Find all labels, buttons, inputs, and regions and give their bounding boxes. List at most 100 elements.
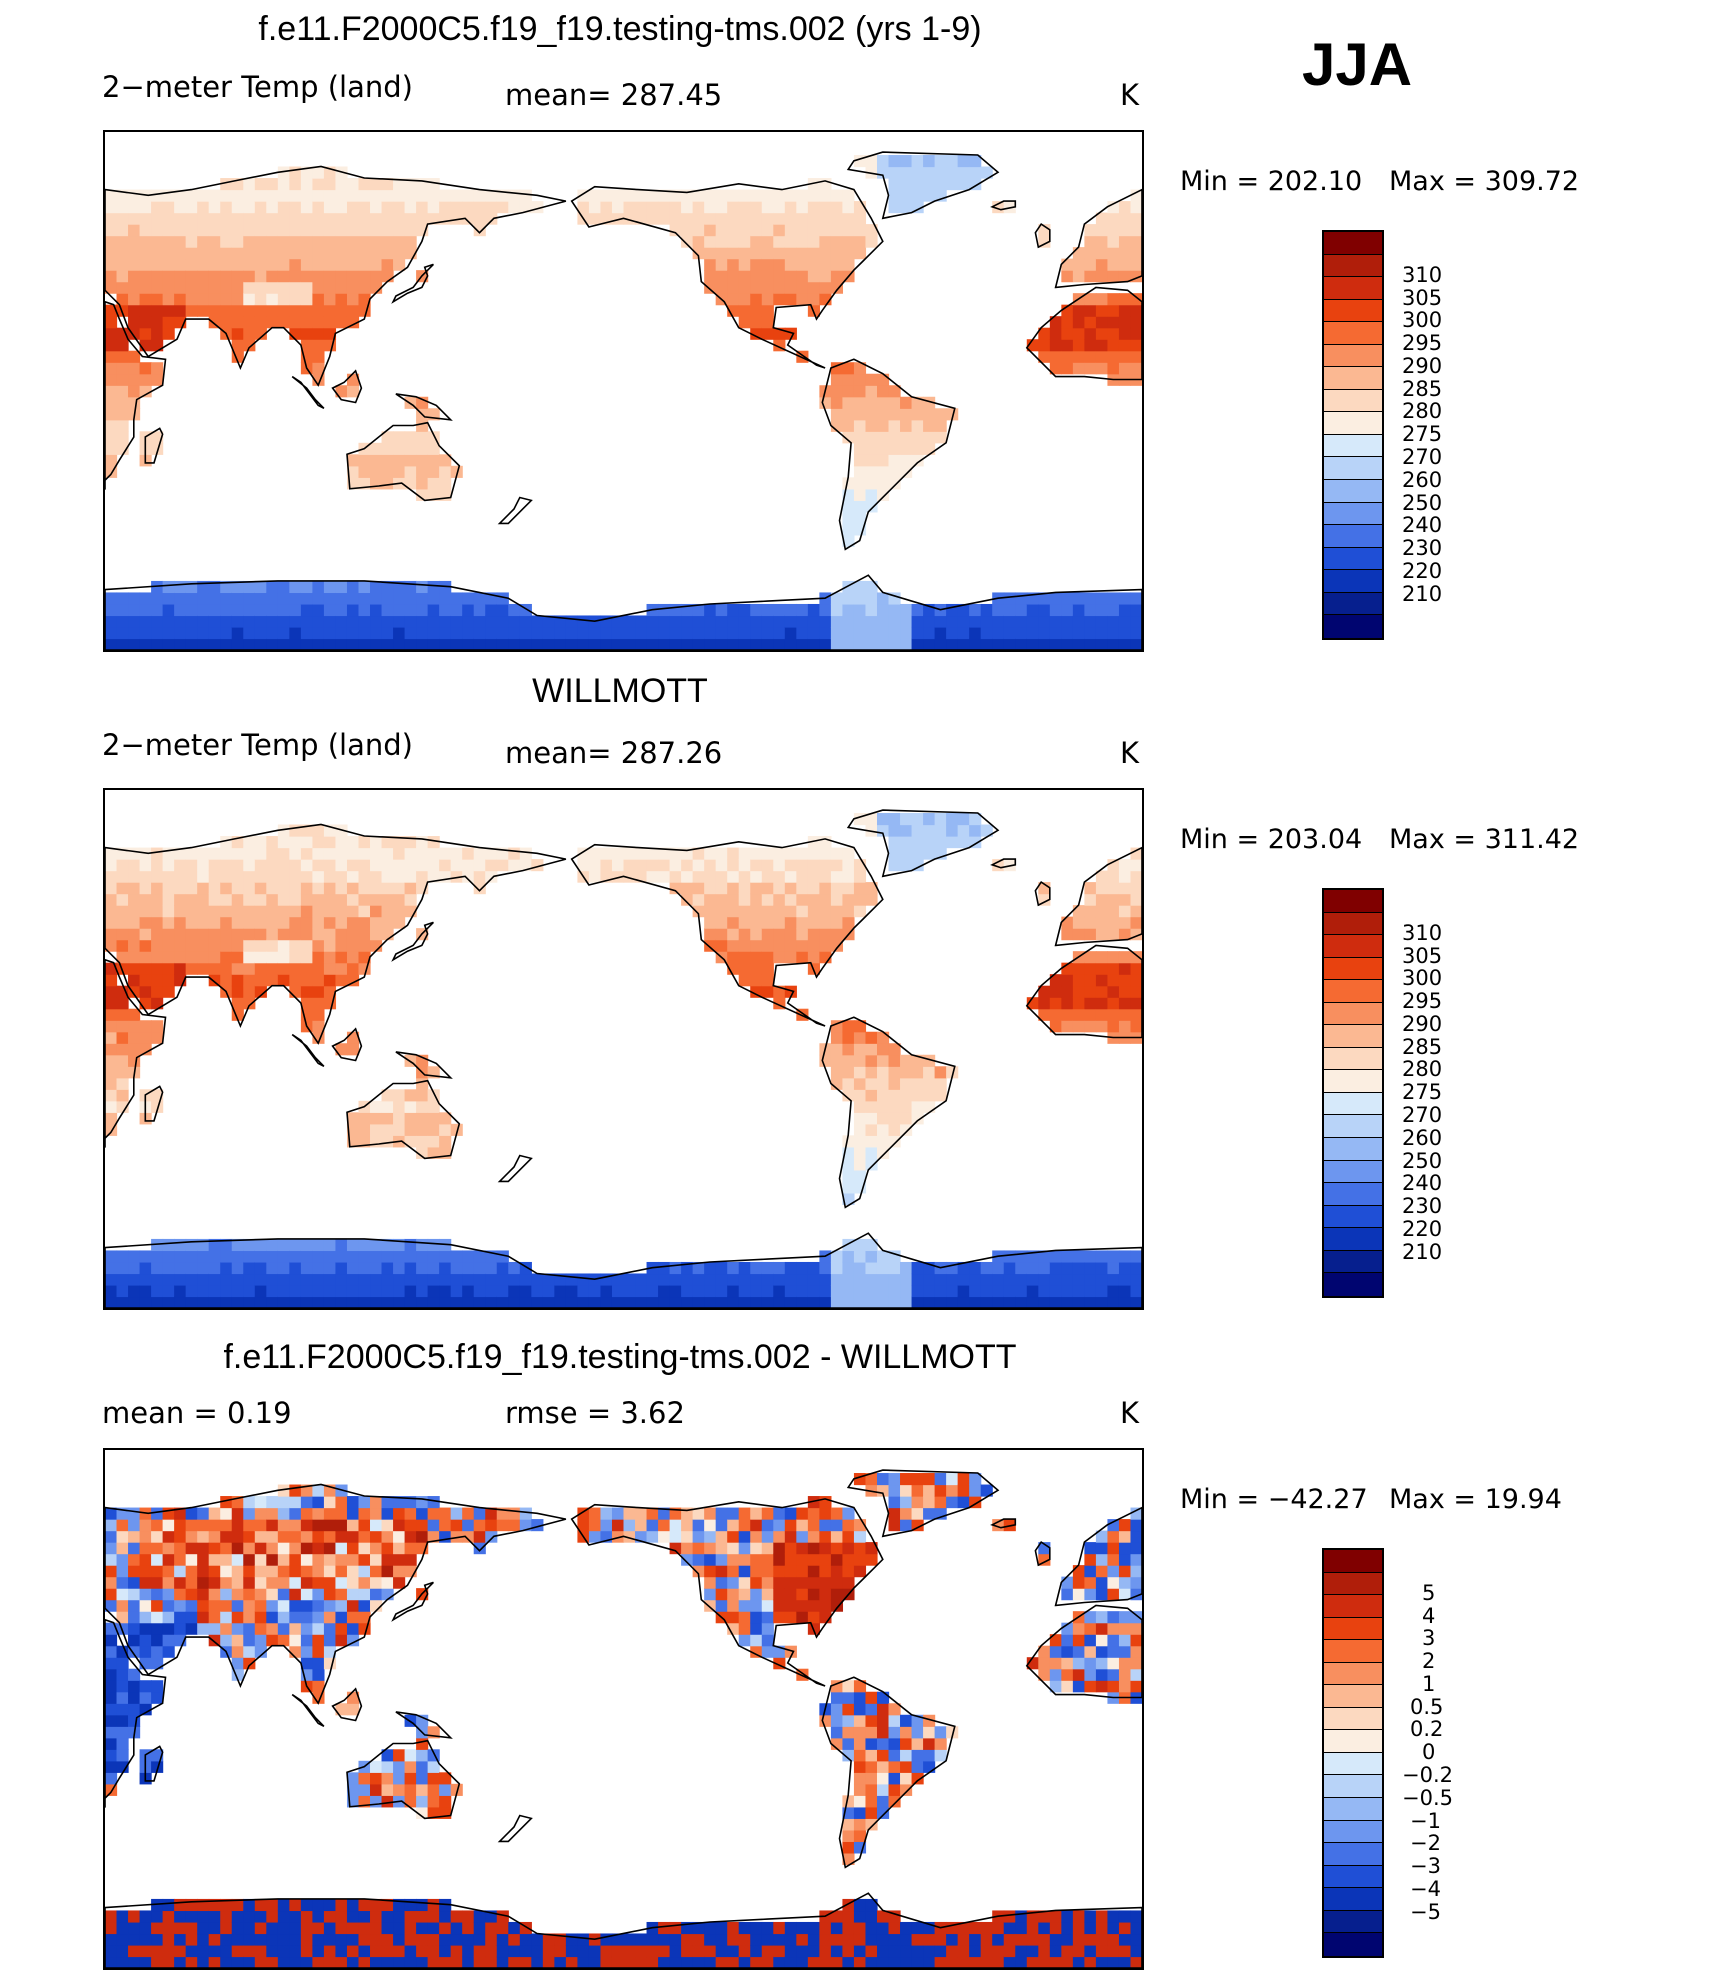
grid-cell: [1118, 1553, 1132, 1566]
grid-cell: [289, 1296, 302, 1308]
grid-cell: [750, 882, 763, 895]
grid-cell: [934, 1726, 947, 1739]
grid-cell: [876, 1921, 890, 1935]
grid-cell: [888, 408, 901, 421]
grid-cell: [807, 1496, 820, 1509]
colorbar-tick-label: −0.2: [1402, 1763, 1453, 1787]
grid-cell: [876, 1250, 890, 1263]
grid-cell: [704, 1944, 717, 1958]
grid-cell: [162, 1611, 175, 1624]
grid-cell: [876, 1284, 890, 1298]
grid-cell: [692, 1944, 705, 1958]
grid-cell: [151, 859, 164, 872]
grid-cell: [358, 293, 371, 306]
grid-cell: [231, 1921, 244, 1935]
grid-cell: [1107, 1576, 1120, 1589]
grid-cell: [416, 1772, 429, 1785]
grid-cell: [1118, 1530, 1132, 1543]
grid-cell: [116, 1760, 129, 1773]
grid-cell: [1084, 247, 1097, 260]
grid-cell: [750, 1553, 763, 1566]
grid-cell: [393, 847, 406, 860]
grid-cell: [404, 1089, 417, 1102]
grid-cell: [220, 1296, 233, 1308]
grid-cell: [888, 477, 901, 490]
grid-cell: [946, 626, 959, 640]
grid-cell: [784, 1565, 797, 1578]
grid-cell: [416, 1135, 429, 1148]
grid-cell: [231, 847, 244, 860]
coastline-greenland: [846, 1469, 1000, 1538]
grid-cell: [853, 431, 867, 444]
grid-cell: [300, 836, 313, 849]
grid-cell: [312, 1238, 325, 1252]
grid-cell: [658, 1284, 671, 1298]
grid-cell: [473, 189, 486, 202]
grid-cell: [704, 1261, 717, 1275]
grid-cell: [727, 1576, 740, 1589]
grid-cell: [727, 1542, 740, 1555]
grid-cell: [266, 1956, 279, 1968]
grid-cell: [289, 1553, 302, 1566]
colorbar-tick-label: −3: [1410, 1854, 1441, 1879]
grid-cell: [865, 1921, 878, 1935]
grid-cell: [105, 1760, 118, 1773]
grid-cell: [289, 1273, 302, 1286]
grid-cell: [439, 626, 452, 640]
grid-cell: [865, 580, 878, 594]
grid-cell: [197, 870, 210, 883]
grid-cell: [358, 1933, 371, 1946]
grid-cell: [1118, 247, 1132, 260]
grid-cell: [865, 1261, 878, 1275]
grid-cell: [312, 1588, 325, 1601]
colorbar-swatch: [1324, 1160, 1382, 1184]
grid-cell: [853, 615, 867, 628]
grid-cell: [277, 258, 290, 271]
grid-cell: [151, 638, 164, 650]
grid-cell: [335, 592, 348, 605]
grid-cell: [300, 178, 313, 191]
grid-cell: [139, 939, 152, 952]
grid-cell: [185, 603, 198, 617]
grid-cell: [646, 847, 659, 860]
grid-cell: [911, 1077, 924, 1090]
grid-cell: [220, 212, 233, 225]
grid-cell: [1130, 1273, 1142, 1286]
grid-cell: [370, 1921, 383, 1935]
grid-cell: [1107, 1668, 1120, 1681]
grid-cell: [807, 1599, 820, 1612]
grid-cell: [116, 1680, 129, 1693]
colorbar-swatch: [1324, 1752, 1382, 1776]
grid-cell: [496, 615, 509, 628]
grid-cell: [116, 951, 129, 964]
grid-cell: [692, 189, 705, 202]
grid-cell: [266, 316, 279, 329]
grid-cell: [404, 442, 417, 455]
grid-cell: [611, 638, 625, 650]
grid-cell: [289, 893, 302, 906]
grid-cell: [784, 882, 797, 895]
grid-cell: [335, 638, 348, 650]
grid-cell: [312, 1008, 325, 1021]
grid-cell: [1015, 638, 1028, 650]
grid-cell: [404, 870, 417, 883]
grid-cell: [1061, 1944, 1074, 1958]
grid-cell: [784, 638, 797, 650]
grid-cell: [830, 870, 844, 883]
grid-cell: [704, 847, 717, 860]
grid-cell: [704, 859, 717, 872]
grid-cell: [416, 1795, 429, 1808]
grid-cell: [116, 1565, 129, 1578]
coastline-uk: [1034, 222, 1051, 249]
grid-cell: [1084, 270, 1097, 283]
grid-cell: [277, 1921, 290, 1935]
grid-cell: [462, 1261, 475, 1275]
grid-cell: [1084, 1933, 1097, 1946]
grid-cell: [151, 1760, 164, 1773]
grid-cell: [439, 1956, 452, 1968]
grid-cell: [162, 258, 175, 271]
grid-cell: [865, 893, 878, 906]
colorbar-swatch: [1324, 1933, 1382, 1956]
grid-cell: [300, 847, 313, 860]
grid-cell: [750, 1634, 763, 1647]
